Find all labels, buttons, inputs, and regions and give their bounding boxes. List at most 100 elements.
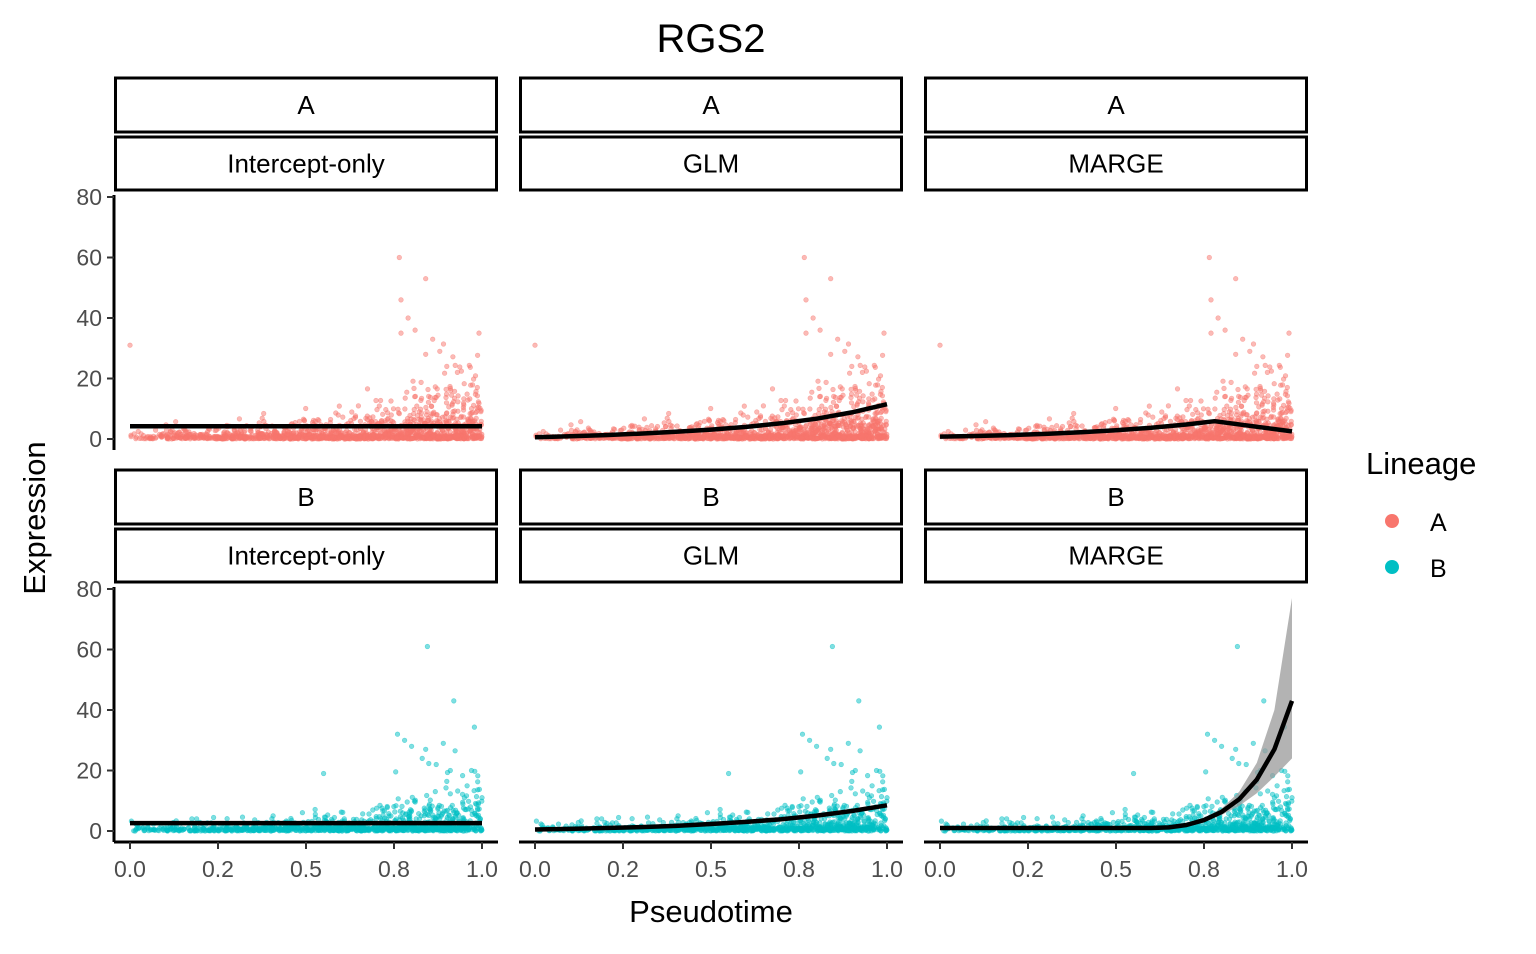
- data-point: [1187, 404, 1192, 409]
- data-point: [1113, 406, 1118, 411]
- data-point: [1190, 412, 1195, 417]
- data-point: [369, 419, 374, 424]
- data-point: [794, 399, 799, 404]
- data-point: [444, 401, 449, 406]
- strip-model-label: Intercept-only: [227, 149, 385, 179]
- data-point: [866, 415, 871, 420]
- data-point: [341, 415, 346, 420]
- data-point: [452, 389, 457, 394]
- data-point: [770, 417, 775, 422]
- data-point: [1225, 404, 1230, 409]
- data-point: [1185, 434, 1190, 439]
- data-point: [776, 433, 781, 438]
- data-point: [758, 436, 763, 441]
- data-point: [1209, 331, 1214, 336]
- data-point: [340, 431, 345, 436]
- data-point: [824, 396, 829, 401]
- data-point: [1260, 402, 1265, 407]
- data-point: [471, 377, 476, 382]
- data-point: [1201, 407, 1206, 412]
- data-point: [1206, 411, 1211, 416]
- data-point: [1222, 386, 1227, 391]
- data-point: [430, 337, 435, 342]
- data-point: [217, 435, 222, 440]
- data-point: [828, 352, 833, 357]
- data-point: [675, 424, 680, 429]
- data-point: [415, 404, 420, 409]
- data-point: [132, 432, 137, 437]
- data-point: [882, 331, 887, 336]
- data-point: [733, 420, 738, 425]
- data-point: [645, 425, 650, 430]
- data-point: [1265, 370, 1270, 375]
- data-point: [1071, 411, 1076, 416]
- data-point: [385, 411, 390, 416]
- data-point: [796, 407, 801, 412]
- data-point: [1216, 316, 1221, 321]
- data-point: [356, 404, 361, 409]
- data-point: [1147, 404, 1152, 409]
- data-point: [468, 397, 473, 402]
- data-point: [365, 387, 370, 392]
- data-point: [468, 365, 473, 370]
- data-point: [403, 396, 408, 401]
- data-point: [876, 377, 881, 382]
- data-point: [802, 255, 807, 260]
- data-point: [1243, 395, 1248, 400]
- data-point: [803, 429, 808, 434]
- data-point: [875, 436, 880, 441]
- data-point: [785, 412, 790, 417]
- data-point: [1262, 389, 1267, 394]
- data-point: [413, 328, 418, 333]
- data-point: [433, 395, 438, 400]
- data-point: [442, 436, 447, 441]
- data-points: [128, 255, 485, 441]
- data-point: [437, 420, 442, 425]
- data-point: [453, 749, 458, 754]
- data-point: [1258, 386, 1263, 391]
- data-point: [1236, 400, 1241, 405]
- data-point: [428, 798, 433, 803]
- data-point: [808, 435, 813, 440]
- data-point: [413, 394, 418, 399]
- data-point: [470, 383, 475, 388]
- data-point: [1160, 410, 1165, 415]
- data-point: [830, 409, 835, 414]
- strip-lineage-label: A: [702, 90, 720, 120]
- data-point: [701, 435, 706, 440]
- data-point: [399, 298, 404, 303]
- data-point: [824, 380, 829, 385]
- data-point: [1257, 435, 1262, 440]
- data-point: [815, 436, 820, 441]
- data-point: [1235, 409, 1240, 414]
- data-point: [849, 392, 854, 397]
- data-point: [633, 424, 638, 429]
- data-point: [419, 380, 424, 385]
- data-point: [666, 411, 671, 416]
- data-point: [1175, 417, 1180, 422]
- y-tick-label: 80: [76, 184, 102, 210]
- data-point: [813, 426, 818, 431]
- data-point: [683, 436, 688, 441]
- data-point: [1044, 436, 1049, 441]
- data-point: [425, 409, 430, 414]
- data-point: [709, 437, 714, 442]
- data-point: [338, 436, 343, 441]
- data-point: [800, 436, 805, 441]
- data-point: [352, 416, 357, 421]
- data-point: [1213, 396, 1218, 401]
- data-point: [779, 398, 784, 403]
- data-point: [1285, 353, 1290, 358]
- data-point: [963, 428, 968, 433]
- data-point: [867, 381, 872, 386]
- data-point: [465, 392, 470, 397]
- data-point: [419, 396, 424, 401]
- data-point: [426, 400, 431, 405]
- data-point: [831, 400, 836, 405]
- data-point: [1060, 424, 1065, 429]
- data-point: [455, 789, 460, 794]
- data-point: [442, 371, 447, 376]
- data-point: [569, 423, 574, 428]
- y-tick-label: 0: [89, 426, 102, 452]
